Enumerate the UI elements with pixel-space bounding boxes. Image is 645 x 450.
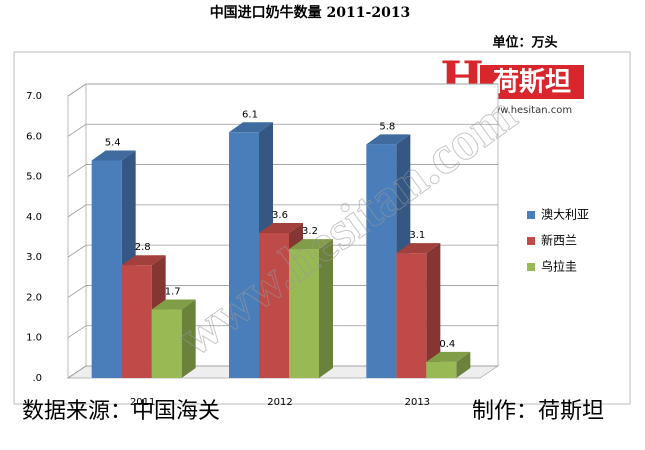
y-tick-label: 7.0 xyxy=(26,91,42,102)
y-tick-label: 1.0 xyxy=(26,333,42,344)
value-label: 5.8 xyxy=(379,121,395,132)
grid-line xyxy=(67,325,498,339)
grid-line xyxy=(67,123,498,137)
logo-name: 荷斯坦 xyxy=(493,68,571,98)
grid-line xyxy=(67,244,498,258)
plot: .0 1.0 2.0 3.0 4.0 5.0 6.0 7.0 2011 5.4 2.8 1.7 2012… xyxy=(26,83,589,408)
source-note: 数据来源：中国海关 xyxy=(22,399,220,424)
logo-url: www.hesitan.com xyxy=(484,105,572,116)
bar-top xyxy=(289,239,333,250)
bar-side xyxy=(426,243,441,378)
y-tick-label: 4.0 xyxy=(26,212,42,223)
chart-title: 中国进口奶牛数量 2011-2013 xyxy=(210,4,411,21)
bar-top xyxy=(151,299,196,310)
y-tick-label: 5.0 xyxy=(26,172,42,183)
value-label: 0.4 xyxy=(439,339,455,350)
bar xyxy=(91,160,122,378)
value-label: 1.7 xyxy=(165,287,181,298)
bar xyxy=(396,253,427,378)
bar xyxy=(259,232,289,378)
bar-side xyxy=(181,299,196,378)
legend-swatch xyxy=(527,263,535,271)
x-tick-label: 2013 xyxy=(405,397,430,408)
side-wall xyxy=(67,83,87,379)
bar-top xyxy=(366,134,411,145)
y-tick-label: 3.0 xyxy=(26,252,42,263)
bar xyxy=(151,309,182,378)
bar xyxy=(229,132,259,378)
y-tick-label: 6.0 xyxy=(26,131,42,142)
bar-top xyxy=(121,255,166,266)
value-label: 2.8 xyxy=(135,242,151,253)
bar-top xyxy=(91,150,136,161)
bar xyxy=(366,144,397,378)
x-tick-label: 2011 xyxy=(130,397,155,408)
grid-line xyxy=(67,83,498,97)
grid-line xyxy=(67,365,498,379)
y-tick-label: 2.0 xyxy=(26,292,42,303)
bar-top xyxy=(259,222,303,233)
value-label: 3.6 xyxy=(272,210,288,221)
maker-note: 制作：荷斯坦 xyxy=(472,399,604,424)
bar-top xyxy=(229,122,273,133)
legend-label: 澳大利亚 xyxy=(541,208,589,222)
legend-label: 新西兰 xyxy=(541,233,577,248)
unit-label: 单位：万头 xyxy=(492,35,557,51)
bar-side xyxy=(456,351,471,378)
y-tick-label: .0 xyxy=(32,373,42,384)
bar-top xyxy=(426,351,471,362)
grid-line xyxy=(67,164,498,177)
value-label: 3.2 xyxy=(302,226,318,237)
legend-swatch xyxy=(527,211,535,219)
value-label: 5.4 xyxy=(105,137,121,148)
legend-swatch xyxy=(527,237,535,245)
bar xyxy=(426,361,457,378)
grid-line xyxy=(67,204,498,218)
bar xyxy=(289,249,319,378)
bar-top xyxy=(396,243,441,254)
bar xyxy=(121,265,152,378)
value-label: 3.1 xyxy=(409,230,425,241)
grid-line xyxy=(67,285,498,298)
bar-side xyxy=(319,239,333,378)
value-label: 6.1 xyxy=(242,109,258,120)
legend-label: 乌拉圭 xyxy=(541,259,577,274)
x-tick-label: 2012 xyxy=(267,397,292,408)
